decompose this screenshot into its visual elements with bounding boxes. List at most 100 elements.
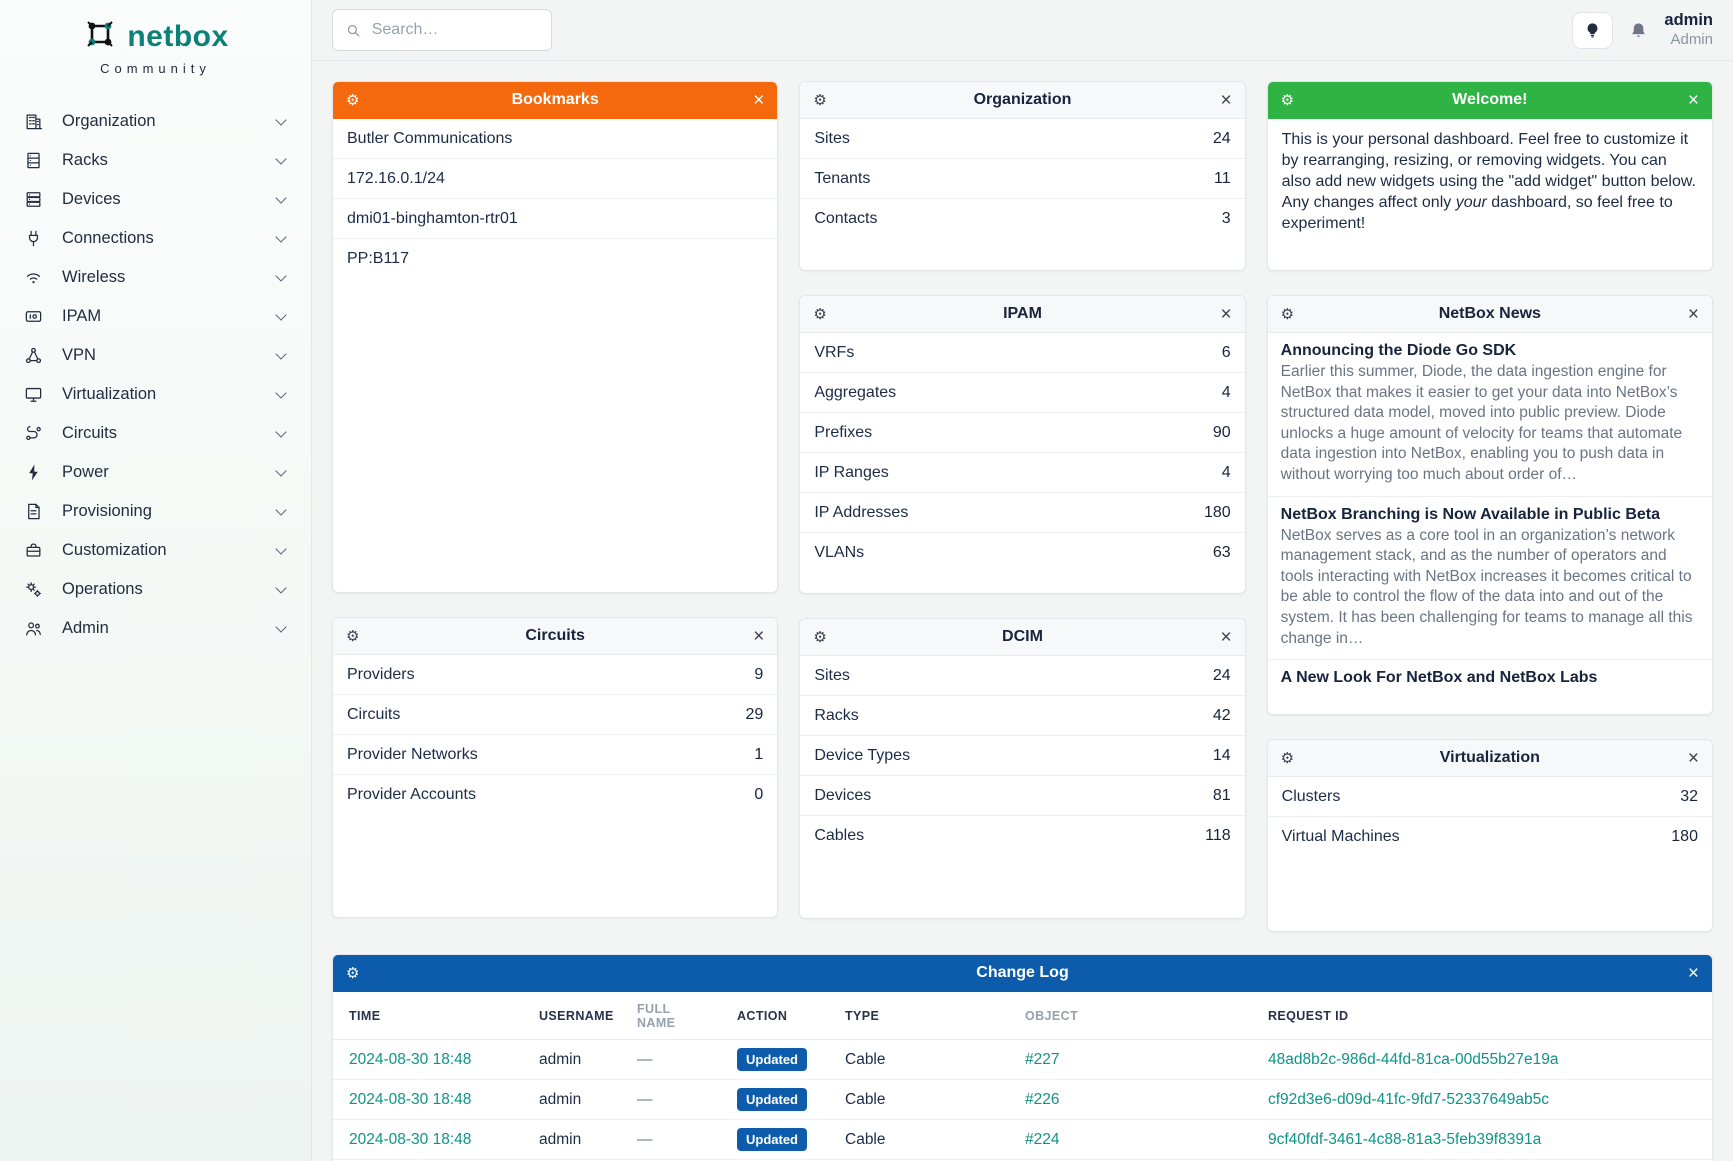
sidebar-item-customization[interactable]: Customization [0, 531, 311, 570]
stat-label[interactable]: VRFs [814, 343, 855, 361]
changelog-time-link[interactable]: 2024-08-30 18:48 [349, 1130, 472, 1148]
bookmark-item[interactable]: PP:B117 [347, 250, 409, 267]
stat-label[interactable]: Racks [814, 706, 859, 724]
sidebar-item-organization[interactable]: Organization [0, 102, 311, 141]
sidebar-item-racks[interactable]: Racks [0, 141, 311, 180]
notifications-button[interactable] [1629, 21, 1648, 40]
rack-icon [24, 151, 43, 170]
changelog-request-id-link[interactable]: cf92d3e6-d09d-41fc-9fd7-52337649ab5c [1268, 1090, 1549, 1108]
sidebar-item-circuits[interactable]: Circuits [0, 414, 311, 453]
stat-label[interactable]: Provider Networks [347, 745, 478, 763]
gear-icon[interactable]: ⚙ [346, 91, 360, 109]
gear-icon[interactable]: ⚙ [346, 627, 360, 645]
sidebar-item-provisioning[interactable]: Provisioning [0, 492, 311, 531]
close-icon[interactable]: × [753, 625, 765, 647]
stat-label[interactable]: Contacts [814, 210, 878, 227]
stat-label[interactable]: Sites [814, 666, 850, 684]
stat-label[interactable]: Cables [814, 827, 865, 844]
organization-widget-header[interactable]: ⚙ Organization × [800, 82, 1245, 119]
bookmark-item[interactable]: dmi01-binghamton-rtr01 [333, 199, 778, 239]
bookmarks-widget-header[interactable]: ⚙ Bookmarks × [333, 82, 778, 119]
column-header-action[interactable]: ACTION [721, 992, 829, 1040]
ipam-widget-header[interactable]: ⚙ IPAM × [800, 296, 1245, 333]
bookmark-item[interactable]: Butler Communications [333, 119, 778, 159]
close-icon[interactable]: × [1220, 626, 1232, 648]
sidebar-item-virtualization[interactable]: Virtualization [0, 375, 311, 414]
stat-label[interactable]: Device Types [814, 746, 911, 764]
column-header-username[interactable]: USERNAME [523, 992, 621, 1040]
changelog-time-link[interactable]: 2024-08-30 18:48 [349, 1090, 472, 1108]
close-icon[interactable]: × [1687, 89, 1699, 111]
column-header-request-id[interactable]: REQUEST ID [1252, 992, 1712, 1040]
sidebar-item-devices[interactable]: Devices [0, 180, 311, 219]
news-article-title[interactable]: A New Look For NetBox and NetBox Labs [1280, 669, 1598, 687]
bookmark-item[interactable]: 172.16.0.1/24 [333, 159, 778, 199]
news-widget-header[interactable]: ⚙ NetBox News × [1267, 296, 1712, 333]
stat-label[interactable]: Virtual Machines [1281, 828, 1400, 845]
stat-label[interactable]: IP Addresses [814, 503, 909, 521]
news-article-title[interactable]: Announcing the Diode Go SDK [1280, 342, 1517, 359]
users-icon [24, 619, 43, 638]
user-menu[interactable]: admin Admin [1664, 11, 1713, 48]
gear-icon[interactable]: ⚙ [1280, 305, 1295, 323]
sidebar-item-label: VPN [62, 346, 96, 364]
dcim-widget: ⚙ DCIM × Sites 24 Racks 42 Device Types 14 … [799, 618, 1246, 919]
sidebar-item-ipam[interactable]: IPAM [0, 297, 311, 336]
sidebar-item-label: Racks [62, 151, 108, 169]
changelog-time-link[interactable]: 2024-08-30 18:48 [349, 1050, 472, 1068]
changelog-object-link[interactable]: #224 [1025, 1130, 1060, 1148]
chevron-down-icon [275, 464, 287, 477]
sidebar-item-power[interactable]: Power [0, 453, 311, 492]
changelog-request-id-link[interactable]: 9cf40fdf-3461-4c88-81a3-5feb39f8391a [1268, 1130, 1542, 1148]
stat-row: Circuits 29 [333, 695, 778, 735]
sidebar-item-connections[interactable]: Connections [0, 219, 311, 258]
sidebar-item-wireless[interactable]: Wireless [0, 258, 311, 297]
gear-icon[interactable]: ⚙ [1280, 749, 1295, 767]
column-header-type[interactable]: TYPE [829, 992, 1009, 1040]
theme-toggle-button[interactable] [1572, 11, 1614, 49]
column-header-time[interactable]: TIME [333, 992, 523, 1040]
chevron-down-icon [275, 581, 287, 594]
stat-label[interactable]: VLANs [814, 544, 865, 561]
news-article-title[interactable]: NetBox Branching is Now Available in Pub… [1280, 505, 1660, 523]
stat-label[interactable]: IP Ranges [814, 463, 889, 481]
gear-icon[interactable]: ⚙ [1280, 91, 1295, 109]
gear-icon[interactable]: ⚙ [813, 305, 827, 323]
stat-label[interactable]: Circuits [347, 705, 401, 723]
search-box[interactable] [332, 9, 552, 51]
gear-icon[interactable]: ⚙ [813, 628, 827, 646]
stat-label[interactable]: Aggregates [814, 383, 897, 401]
stat-label[interactable]: Prefixes [814, 423, 873, 441]
main-area: admin Admin ⚙ Bookmarks × Butler Communi… [312, 0, 1733, 1161]
close-icon[interactable]: × [753, 89, 765, 111]
changelog-object-link[interactable]: #226 [1025, 1090, 1060, 1108]
changelog-object-link[interactable]: #227 [1025, 1050, 1060, 1068]
stat-label[interactable]: Sites [814, 129, 850, 147]
sidebar-item-vpn[interactable]: VPN [0, 336, 311, 375]
sidebar-item-operations[interactable]: Operations [0, 570, 311, 609]
close-icon[interactable]: × [1220, 89, 1232, 111]
virtualization-widget-header[interactable]: ⚙ Virtualization × [1267, 740, 1712, 777]
close-icon[interactable]: × [1220, 303, 1232, 325]
changelog-request-id-link[interactable]: 48ad8b2c-986d-44fd-81ca-00d55b27e19a [1268, 1050, 1559, 1068]
news-article: Announcing the Diode Go SDK Earlier this… [1267, 333, 1712, 497]
stat-label[interactable]: Tenants [814, 169, 871, 187]
chevron-down-icon [275, 113, 287, 126]
stat-label[interactable]: Provider Accounts [347, 786, 476, 803]
gear-icon[interactable]: ⚙ [346, 964, 360, 982]
close-icon[interactable]: × [1687, 962, 1699, 984]
stat-label[interactable]: Clusters [1281, 787, 1341, 805]
close-icon[interactable]: × [1687, 303, 1699, 325]
stat-label[interactable]: Providers [347, 665, 415, 683]
gear-icon[interactable]: ⚙ [813, 91, 827, 109]
search-input[interactable] [371, 21, 538, 39]
dcim-widget-header[interactable]: ⚙ DCIM × [800, 619, 1245, 656]
welcome-widget-header[interactable]: ⚙ Welcome! × [1267, 82, 1712, 119]
circuits-widget-header[interactable]: ⚙ Circuits × [333, 618, 778, 655]
sidebar-item-admin[interactable]: Admin [0, 609, 311, 648]
changelog-widget-header[interactable]: ⚙ Change Log × [333, 955, 1712, 992]
chevron-down-icon [275, 269, 287, 282]
stat-label[interactable]: Devices [814, 786, 872, 804]
close-icon[interactable]: × [1687, 747, 1699, 769]
netbox-logo[interactable]: netbox [0, 16, 311, 57]
